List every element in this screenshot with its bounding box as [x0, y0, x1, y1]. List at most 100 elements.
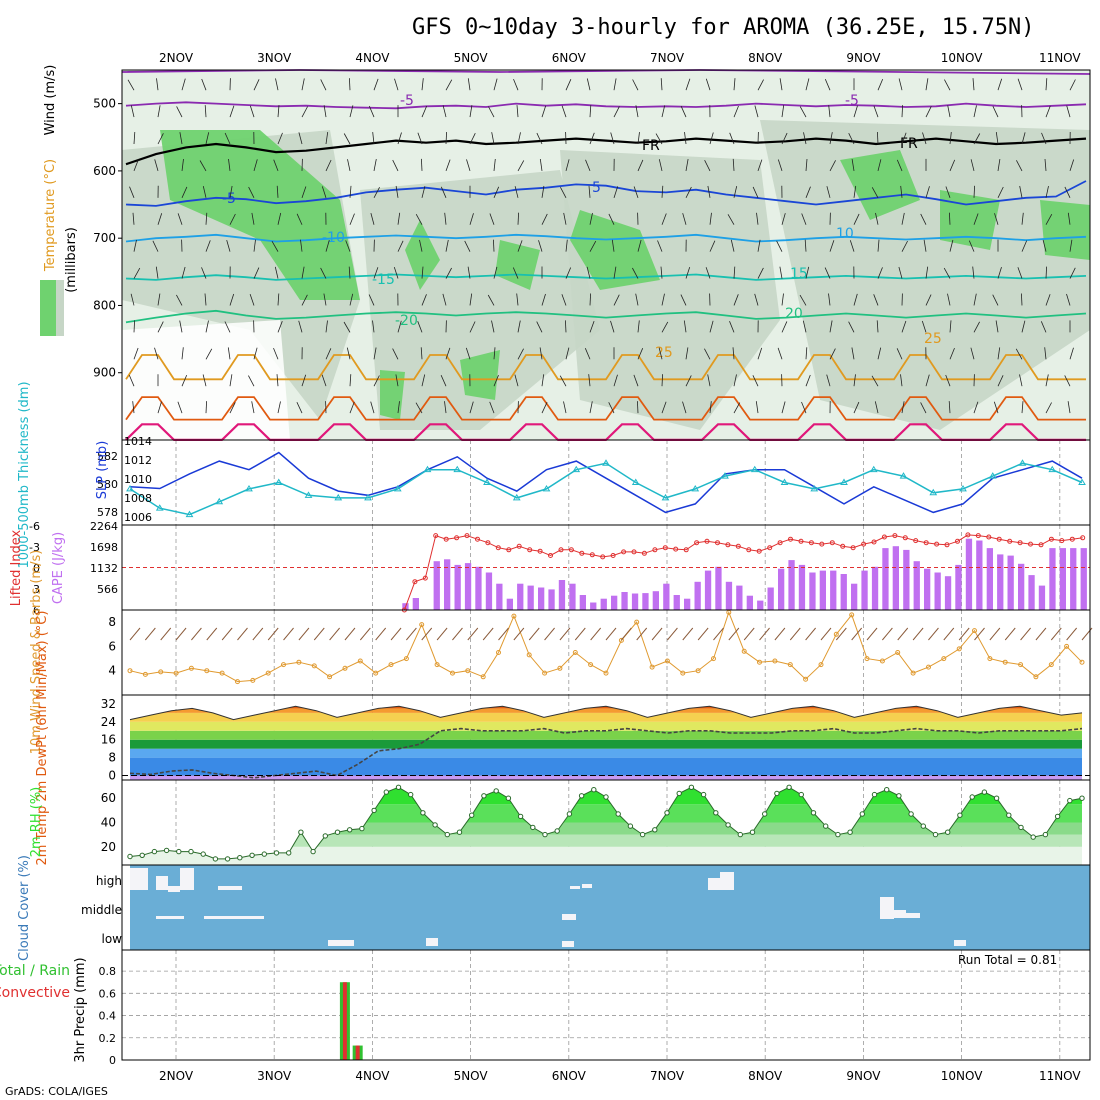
- wind-barb: [973, 321, 980, 333]
- cape-bar: [673, 595, 680, 610]
- lifted-index-point: [986, 534, 992, 540]
- wind-barb: [229, 374, 233, 387]
- wind10m-point: [680, 670, 686, 676]
- wind-barb: [277, 401, 281, 414]
- wind-barb: [372, 320, 375, 333]
- wind-barb: [1044, 347, 1047, 360]
- wind-barb: [397, 240, 404, 252]
- rh2m-point: [932, 831, 939, 838]
- wind-barb: [828, 293, 831, 306]
- cloud-cover-bar: [894, 910, 906, 918]
- isotherm-line: [125, 309, 1087, 324]
- wind-barb: [752, 375, 759, 387]
- lifted-index-point: [767, 545, 773, 551]
- wind10m-point: [311, 663, 317, 669]
- wind-barb: [397, 212, 401, 225]
- wind-barb: [947, 105, 951, 118]
- wind-barb: [586, 266, 591, 279]
- wind-barb: [253, 239, 256, 252]
- wind-barb: [176, 294, 183, 306]
- wind-barb: [517, 160, 525, 172]
- wind-barb: [874, 401, 879, 414]
- wind-barb: [517, 132, 521, 145]
- cloud-cover-bar: [156, 876, 168, 890]
- temp2m-line: [129, 705, 1083, 721]
- wind-barb: [709, 212, 712, 225]
- wind-barb: [997, 266, 1002, 279]
- wind10m-point: [296, 659, 302, 665]
- cloud-axis-label: Cloud Cover (%): [17, 855, 32, 961]
- wind-barb: [445, 79, 453, 91]
- lifted-index-point: [902, 535, 908, 541]
- wind-barb: [560, 187, 567, 199]
- cloud-cover-bar: [156, 916, 184, 919]
- wind-barb: [517, 348, 524, 360]
- bottom-date-label: 3NOV: [257, 1069, 292, 1083]
- wind-barb: [248, 375, 255, 387]
- rh2m-point: [591, 787, 597, 793]
- wind-barb: [397, 401, 400, 414]
- wind-barb: [781, 213, 786, 225]
- top-date-label: 4NOV: [355, 51, 390, 65]
- wind-barb: [949, 347, 955, 360]
- wind-barb: [128, 374, 135, 387]
- wind-barb: [992, 294, 999, 306]
- wind-barb: [442, 293, 447, 306]
- rh2m-point: [835, 831, 841, 838]
- wind-barb: [655, 133, 663, 145]
- contour-label: -10: [322, 230, 345, 246]
- wind-barb: [1045, 294, 1051, 306]
- lifted-index-point: [1059, 538, 1065, 544]
- precip-legend-convective: Convective: [0, 985, 70, 1001]
- wind10m-barb: [191, 627, 202, 641]
- thickness-point: [483, 478, 491, 485]
- wind-barb: [611, 239, 615, 252]
- wind-barb: [973, 401, 979, 414]
- lifted-index-point: [840, 543, 846, 549]
- rh2m-point: [969, 794, 975, 800]
- wind-barb: [204, 293, 207, 306]
- wind-barb: [321, 374, 327, 387]
- lifted-index-point: [829, 540, 835, 546]
- wind-barb: [417, 132, 423, 145]
- lifted-index-point: [871, 539, 877, 545]
- wind-barb: [1069, 239, 1073, 252]
- wind-barb: [538, 240, 543, 252]
- wind-axis-label: Wind (m/s): [43, 65, 58, 136]
- wind-barb: [733, 402, 741, 414]
- wind10m-barb: [221, 627, 233, 641]
- wind-barb: [349, 105, 354, 118]
- wind-barb: [157, 213, 163, 225]
- wind-barb: [349, 374, 352, 387]
- run-total-label: Run Total = 0.81: [958, 953, 1057, 967]
- wind-barb: [660, 78, 663, 91]
- wind-barb: [805, 78, 810, 91]
- wind-barb: [536, 321, 543, 333]
- contour-label: 25: [655, 345, 673, 361]
- wind-barb: [898, 78, 903, 91]
- rh2m-point: [273, 850, 280, 856]
- wind-barb: [469, 105, 473, 118]
- wind10m-point: [649, 664, 655, 670]
- wind-barb: [320, 267, 327, 279]
- cape-bar: [934, 572, 941, 610]
- thickness-point: [512, 493, 521, 501]
- wind-barb: [589, 240, 597, 252]
- wind-barb: [204, 105, 207, 118]
- wind-barb: [493, 266, 498, 279]
- temp-band: [130, 748, 1082, 758]
- thickness-point: [840, 478, 848, 485]
- precip-panel: 0.8 0.6 0.4 0.2 0 Total / Rain Convective: [0, 949, 1091, 1067]
- wind-barb: [1067, 401, 1071, 414]
- lifted-index-point: [861, 541, 867, 547]
- wind-barb: [1045, 214, 1053, 225]
- wind-barb: [464, 240, 471, 252]
- wind-barb: [970, 159, 975, 172]
- wind-barb: [181, 266, 186, 279]
- rh-high-region: [405, 220, 440, 290]
- wind-barb: [589, 212, 593, 225]
- pressure-tick-label: 500: [93, 97, 116, 111]
- top-date-label: 6NOV: [552, 51, 587, 65]
- wind-barb: [877, 267, 883, 279]
- lifted-index-point: [892, 533, 898, 539]
